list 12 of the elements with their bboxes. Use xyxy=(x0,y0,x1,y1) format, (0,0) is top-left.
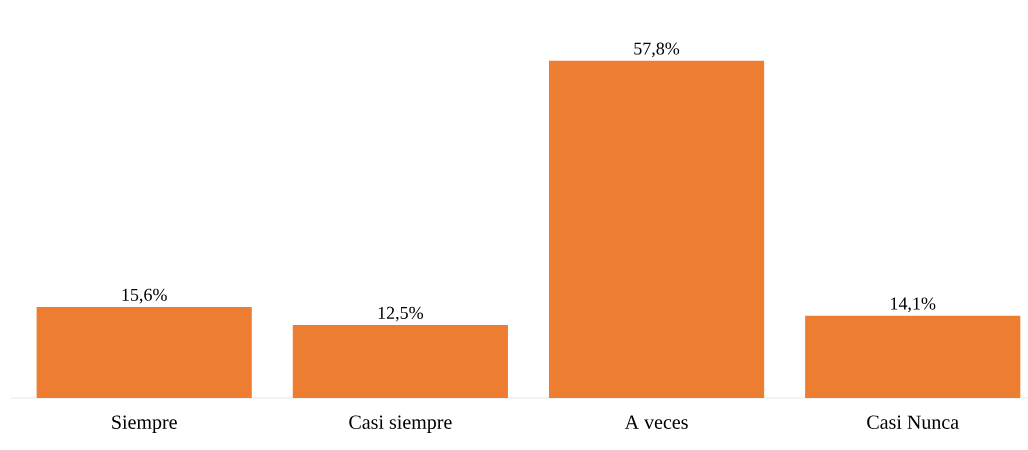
bar xyxy=(548,60,765,398)
x-tick-label: A veces xyxy=(624,415,688,429)
x-tick-label: Siempre xyxy=(112,415,177,434)
data-label: 15,6% xyxy=(122,288,167,304)
data-label: 57,8% xyxy=(634,42,680,58)
data-label: 14,1% xyxy=(891,297,936,313)
bar xyxy=(805,315,1021,398)
x-tick-label: Casi siempre xyxy=(349,415,452,434)
data-label: 12,5% xyxy=(378,306,423,322)
bar xyxy=(292,325,508,398)
x-tick-label: Casi Nunca xyxy=(867,415,959,429)
bar xyxy=(36,306,252,398)
